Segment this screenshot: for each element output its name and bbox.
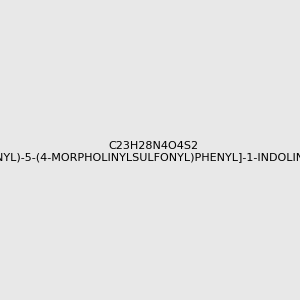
Text: C23H28N4O4S2
N-[2-(4-MORPHOLINYL)-5-(4-MORPHOLINYLSULFONYL)PHENYL]-1-INDOLINECAR: C23H28N4O4S2 N-[2-(4-MORPHOLINYL)-5-(4-M… — [0, 141, 300, 162]
